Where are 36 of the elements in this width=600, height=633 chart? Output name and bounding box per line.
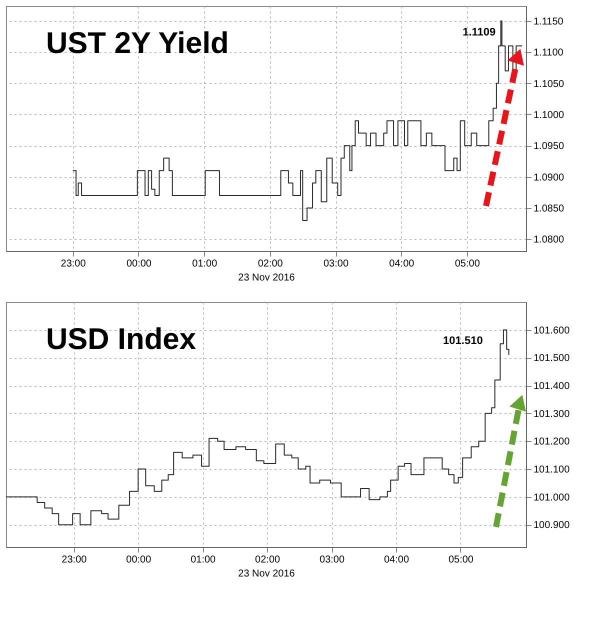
y-tick-label: 1.0950 [534, 141, 565, 152]
annotation: 1.1109 [462, 26, 496, 39]
x-tick-label: 23:00 [62, 554, 88, 566]
x-tick-label: 04:00 [384, 554, 410, 566]
y-tick-label: 101.000 [534, 492, 570, 504]
y-tick-label: 1.0800 [534, 234, 565, 246]
y-tick-label: 1.0850 [534, 203, 565, 214]
x-tick-label: 02:00 [255, 554, 281, 566]
x-tick-label: 05:00 [454, 258, 480, 270]
y-tick-label: 1.1050 [534, 78, 565, 90]
x-tick-label: 01:00 [190, 554, 216, 566]
y-tick-label: 101.500 [534, 353, 570, 364]
x-tick-label: 00:00 [126, 258, 152, 270]
y-tick-label: 100.900 [534, 520, 570, 532]
y-tick-label: 101.400 [534, 381, 570, 392]
x-tick-label: 03:00 [324, 258, 349, 270]
x-tick-label: 00:00 [126, 554, 152, 566]
text: UST 2Y Yield [46, 27, 229, 60]
y-tick-label: 101.300 [534, 408, 570, 420]
y-tick-label: 1.0900 [534, 172, 565, 184]
x-tick-label: 23:00 [60, 258, 86, 270]
x-axis-title: 23 Nov 2016 [238, 568, 296, 580]
x-tick-label: 02:00 [258, 258, 284, 270]
x-tick-label: 05:00 [448, 554, 474, 566]
x-tick-label: 04:00 [389, 258, 415, 270]
y-tick-label: 101.200 [534, 436, 570, 448]
annotation: 101.510 [443, 334, 483, 347]
text: USD Index [46, 323, 196, 356]
x-tick-label: 01:00 [192, 258, 218, 270]
x-axis-title: 23 Nov 2016 [238, 272, 296, 284]
y-tick-label: 1.1100 [534, 48, 564, 59]
y-tick-label: 1.1150 [534, 16, 564, 28]
x-tick-label: 03:00 [320, 554, 345, 566]
y-tick-label: 101.100 [534, 464, 570, 476]
y-tick-label: 1.1000 [534, 110, 565, 121]
y-tick-label: 101.600 [534, 325, 570, 336]
